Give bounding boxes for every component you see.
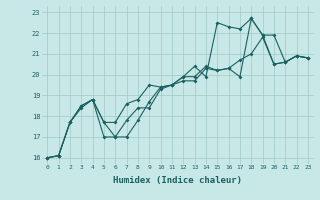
X-axis label: Humidex (Indice chaleur): Humidex (Indice chaleur) [113,176,242,185]
